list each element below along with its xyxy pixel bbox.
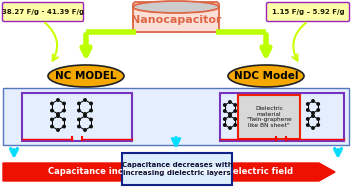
Circle shape (234, 110, 237, 112)
Circle shape (234, 118, 237, 120)
Text: Nanocapacitor: Nanocapacitor (131, 15, 221, 25)
Circle shape (312, 112, 314, 114)
Text: Dielectric
material
"Twin-graphene
like BN sheet": Dielectric material "Twin-graphene like … (246, 106, 292, 128)
Ellipse shape (228, 65, 304, 87)
Circle shape (84, 115, 86, 117)
Ellipse shape (133, 1, 219, 13)
FancyBboxPatch shape (2, 2, 83, 22)
Circle shape (307, 118, 309, 120)
Circle shape (51, 125, 53, 128)
Circle shape (307, 103, 309, 105)
Circle shape (84, 129, 86, 131)
Circle shape (57, 115, 59, 117)
Text: 38.27 F/g - 41.39 F/g: 38.27 F/g - 41.39 F/g (2, 9, 84, 15)
Circle shape (84, 113, 86, 115)
Circle shape (317, 109, 320, 111)
Circle shape (307, 124, 309, 126)
Circle shape (229, 127, 231, 129)
Text: 1.15 F/g – 5.92 F/g: 1.15 F/g – 5.92 F/g (272, 9, 344, 15)
Circle shape (51, 102, 53, 105)
Circle shape (90, 109, 92, 112)
FancyBboxPatch shape (122, 153, 232, 185)
Circle shape (78, 109, 80, 112)
Circle shape (90, 118, 92, 121)
FancyArrow shape (3, 163, 335, 181)
Text: NDC Model: NDC Model (234, 71, 298, 81)
Circle shape (229, 101, 231, 103)
Circle shape (229, 113, 231, 115)
Circle shape (317, 118, 320, 120)
Circle shape (78, 118, 80, 121)
Ellipse shape (48, 65, 124, 87)
Circle shape (224, 124, 226, 126)
Circle shape (57, 129, 59, 131)
Circle shape (312, 115, 314, 117)
Circle shape (307, 109, 309, 111)
Circle shape (63, 109, 65, 112)
Circle shape (90, 102, 92, 105)
Circle shape (224, 104, 226, 106)
Circle shape (90, 125, 92, 128)
Circle shape (317, 103, 320, 105)
Circle shape (51, 109, 53, 112)
Circle shape (63, 125, 65, 128)
FancyBboxPatch shape (238, 95, 300, 139)
Circle shape (224, 110, 226, 112)
Circle shape (84, 99, 86, 101)
Circle shape (224, 118, 226, 120)
Circle shape (312, 100, 314, 102)
Circle shape (312, 127, 314, 129)
Circle shape (51, 118, 53, 121)
FancyBboxPatch shape (133, 2, 219, 32)
Text: Capacitance increases with increasing electric field: Capacitance increases with increasing el… (49, 167, 294, 177)
Text: NC MODEL: NC MODEL (55, 71, 117, 81)
Circle shape (234, 124, 237, 126)
Circle shape (234, 104, 237, 106)
Circle shape (63, 118, 65, 121)
Circle shape (57, 113, 59, 115)
FancyBboxPatch shape (3, 88, 349, 145)
Circle shape (78, 102, 80, 105)
Circle shape (57, 99, 59, 101)
Circle shape (317, 124, 320, 126)
FancyBboxPatch shape (266, 2, 350, 22)
Circle shape (78, 125, 80, 128)
Text: Capacitance decreases with
increasing dielectric layers: Capacitance decreases with increasing di… (122, 163, 232, 176)
Circle shape (63, 102, 65, 105)
Circle shape (229, 115, 231, 117)
